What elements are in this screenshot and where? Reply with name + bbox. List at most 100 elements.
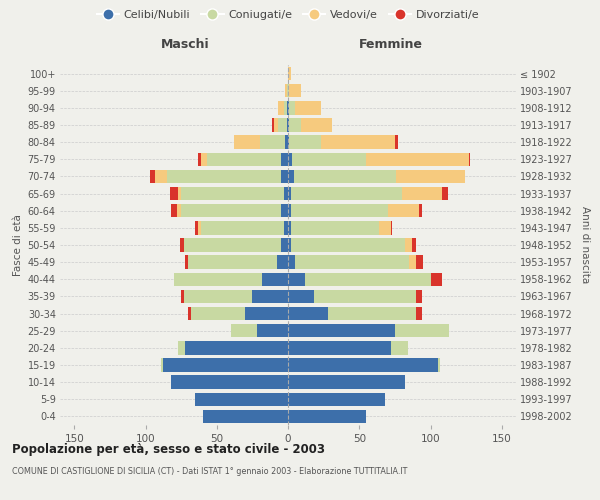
Bar: [284, 221, 288, 234]
Bar: [188, 256, 277, 269]
Bar: [274, 118, 278, 132]
Bar: [388, 204, 419, 218]
Bar: [288, 341, 391, 354]
Bar: [288, 118, 289, 132]
Bar: [196, 221, 198, 234]
Bar: [287, 118, 288, 132]
Bar: [289, 84, 301, 98]
Bar: [397, 170, 465, 183]
Bar: [155, 170, 167, 183]
Bar: [184, 238, 281, 252]
Bar: [289, 136, 321, 149]
Bar: [170, 187, 178, 200]
Bar: [171, 376, 288, 389]
Bar: [412, 238, 416, 252]
Bar: [278, 101, 284, 114]
Bar: [295, 101, 321, 114]
Bar: [289, 118, 301, 132]
Bar: [203, 410, 288, 423]
Bar: [321, 136, 395, 149]
Bar: [288, 358, 437, 372]
Bar: [288, 221, 291, 234]
Bar: [379, 221, 391, 234]
Bar: [291, 238, 405, 252]
Bar: [181, 204, 281, 218]
Bar: [257, 324, 288, 338]
Bar: [188, 307, 191, 320]
Bar: [405, 238, 412, 252]
Bar: [198, 221, 201, 234]
Bar: [288, 290, 314, 303]
Bar: [288, 410, 367, 423]
Bar: [231, 324, 257, 338]
Bar: [234, 136, 260, 149]
Bar: [288, 272, 305, 286]
Bar: [416, 256, 424, 269]
Y-axis label: Anni di nascita: Anni di nascita: [580, 206, 590, 284]
Bar: [301, 118, 332, 132]
Bar: [431, 272, 442, 286]
Bar: [277, 256, 288, 269]
Bar: [281, 152, 288, 166]
Bar: [288, 84, 289, 98]
Bar: [416, 307, 422, 320]
Bar: [150, 170, 155, 183]
Bar: [469, 152, 470, 166]
Legend: Celibi/Nubili, Coniugati/e, Vedovi/e, Divorziati/e: Celibi/Nubili, Coniugati/e, Vedovi/e, Di…: [92, 6, 484, 25]
Bar: [291, 221, 379, 234]
Bar: [295, 256, 409, 269]
Text: Popolazione per età, sesso e stato civile - 2003: Popolazione per età, sesso e stato civil…: [12, 442, 325, 456]
Bar: [171, 204, 177, 218]
Bar: [288, 392, 385, 406]
Bar: [207, 152, 281, 166]
Bar: [291, 204, 388, 218]
Bar: [201, 152, 207, 166]
Bar: [284, 101, 287, 114]
Bar: [161, 358, 163, 372]
Bar: [437, 358, 440, 372]
Bar: [196, 392, 288, 406]
Bar: [181, 187, 284, 200]
Bar: [181, 290, 184, 303]
Bar: [288, 136, 289, 149]
Bar: [285, 84, 287, 98]
Bar: [185, 256, 188, 269]
Bar: [288, 324, 395, 338]
Bar: [294, 170, 397, 183]
Bar: [419, 204, 422, 218]
Bar: [272, 118, 274, 132]
Bar: [281, 170, 288, 183]
Y-axis label: Fasce di età: Fasce di età: [13, 214, 23, 276]
Text: Maschi: Maschi: [161, 38, 210, 52]
Bar: [288, 170, 294, 183]
Bar: [288, 101, 289, 114]
Bar: [391, 341, 408, 354]
Bar: [284, 187, 288, 200]
Bar: [288, 307, 328, 320]
Bar: [291, 187, 402, 200]
Bar: [288, 376, 405, 389]
Bar: [281, 204, 288, 218]
Bar: [180, 238, 184, 252]
Text: Femmine: Femmine: [359, 38, 422, 52]
Bar: [201, 221, 284, 234]
Bar: [409, 256, 416, 269]
Bar: [177, 204, 181, 218]
Bar: [278, 118, 287, 132]
Bar: [262, 272, 288, 286]
Bar: [167, 170, 281, 183]
Bar: [198, 152, 201, 166]
Bar: [289, 101, 295, 114]
Bar: [314, 290, 416, 303]
Bar: [328, 307, 416, 320]
Bar: [163, 358, 288, 372]
Bar: [288, 204, 291, 218]
Bar: [178, 187, 181, 200]
Bar: [260, 136, 285, 149]
Bar: [391, 221, 392, 234]
Bar: [281, 238, 288, 252]
Bar: [442, 187, 448, 200]
Bar: [367, 152, 469, 166]
Bar: [416, 290, 422, 303]
Bar: [253, 290, 288, 303]
